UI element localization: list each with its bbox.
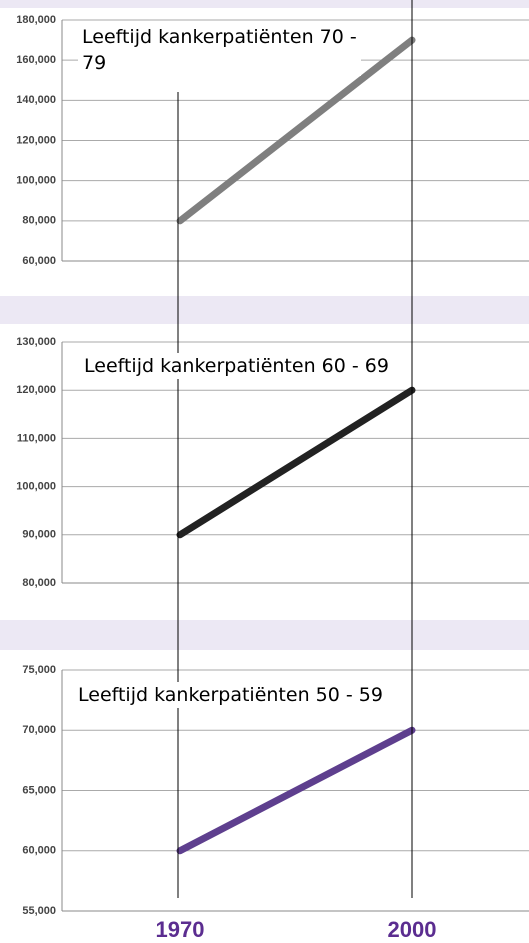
band [0,296,529,324]
band [0,620,529,650]
y-tick-label: 75,000 [22,664,56,676]
y-tick-label: 180,000 [16,14,56,26]
x-tick-label: 1970 [156,917,205,942]
y-tick-label: 80,000 [22,577,56,589]
y-tick-label: 100,000 [16,175,56,187]
line [176,726,416,855]
band [0,0,529,8]
chart-title: Leeftijd kankerpatiënten 60 - 69 [80,353,393,379]
y-tick-label: 160,000 [16,54,56,66]
y-tick-label: 55,000 [22,905,56,917]
chart-title: Leeftijd kankerpatiënten 70 - 79 [78,24,361,76]
line [176,386,416,539]
y-tick-label: 65,000 [22,784,56,796]
y-tick-label: 120,000 [16,134,56,146]
y-tick-label: 90,000 [22,529,56,541]
y-tick-label: 140,000 [16,94,56,106]
y-tick-label: 60,000 [22,845,56,857]
y-tick-label: 100,000 [16,481,56,493]
chart-title: Leeftijd kankerpatiënten 50 - 59 [74,682,387,708]
y-tick-label: 70,000 [22,724,56,736]
y-tick-label: 120,000 [16,384,56,396]
line [176,36,416,225]
y-tick-label: 60,000 [22,255,56,267]
y-tick-label: 130,000 [16,336,56,348]
x-tick-label: 2000 [388,917,437,942]
y-tick-label: 80,000 [22,215,56,227]
y-tick-label: 110,000 [17,432,56,444]
